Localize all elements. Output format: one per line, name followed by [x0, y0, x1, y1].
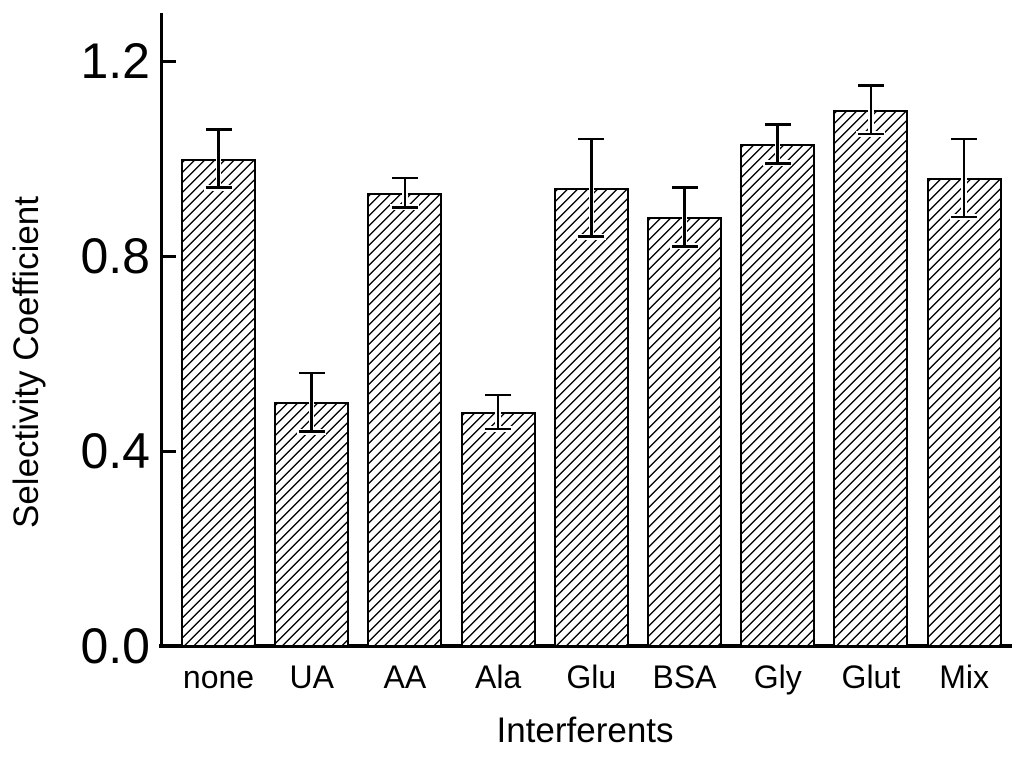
x-tick-label: Gly — [753, 659, 802, 695]
error-bar-cap-bottom — [298, 430, 325, 433]
y-tick-mark — [163, 254, 176, 258]
y-tick-mark — [163, 644, 176, 648]
y-tick-label: 0.0 — [80, 618, 150, 674]
y-tick-label: 1.2 — [80, 33, 150, 89]
error-bar-line — [776, 124, 779, 164]
error-bar-cap-top — [764, 123, 791, 126]
y-tick-label: 0.4 — [80, 423, 150, 479]
error-bar-cap-bottom — [391, 205, 418, 209]
x-tick-label: BSA — [652, 659, 717, 695]
error-bar-line — [310, 373, 313, 432]
x-tick-label: AA — [383, 659, 427, 695]
x-tick-label: none — [182, 659, 255, 695]
error-bar-line — [403, 178, 407, 208]
x-axis-title: Interferents — [496, 711, 674, 750]
bar-glut — [833, 109, 909, 647]
bar-gly — [740, 143, 816, 647]
error-bar-cap-bottom — [857, 132, 884, 136]
error-bar-cap-top — [298, 371, 325, 375]
y-tick-mark — [163, 59, 176, 63]
error-bar-cap-top — [671, 186, 698, 190]
bar-glu — [553, 187, 629, 647]
error-bar-cap-top — [951, 137, 978, 141]
error-bar-cap-top — [485, 393, 512, 397]
y-tick-mark — [163, 449, 176, 453]
error-bar-cap-bottom — [205, 186, 232, 190]
error-bar-cap-bottom — [485, 427, 512, 431]
error-bar-cap-bottom — [671, 244, 698, 248]
bar-bsa — [647, 217, 722, 647]
error-bar-line — [590, 139, 593, 237]
y-tick-label: 0.8 — [80, 228, 150, 284]
error-bar-cap-top — [578, 137, 605, 141]
error-bar-line — [683, 187, 686, 247]
bar-none — [181, 158, 256, 647]
bar-ala — [460, 412, 536, 647]
bar-aa — [367, 192, 443, 647]
x-tick-label: UA — [289, 659, 334, 695]
bar-mix — [926, 178, 1002, 647]
y-axis-line — [160, 13, 163, 648]
error-bar-line — [217, 129, 220, 188]
error-bar-cap-top — [205, 127, 232, 131]
error-bar-cap-top — [391, 176, 418, 180]
error-bar-cap-top — [857, 84, 884, 87]
x-tick-label: Mix — [939, 659, 989, 695]
error-bar-line — [962, 139, 966, 217]
x-tick-label: Glu — [566, 659, 617, 695]
error-bar-cap-bottom — [578, 235, 605, 238]
error-bar-line — [496, 394, 500, 430]
error-bar-cap-bottom — [951, 215, 978, 219]
error-bar-line — [869, 85, 873, 135]
bar-ua — [274, 402, 350, 647]
error-bar-cap-bottom — [764, 162, 791, 165]
x-tick-label: Ala — [474, 659, 522, 695]
x-tick-label: Glut — [841, 659, 901, 695]
